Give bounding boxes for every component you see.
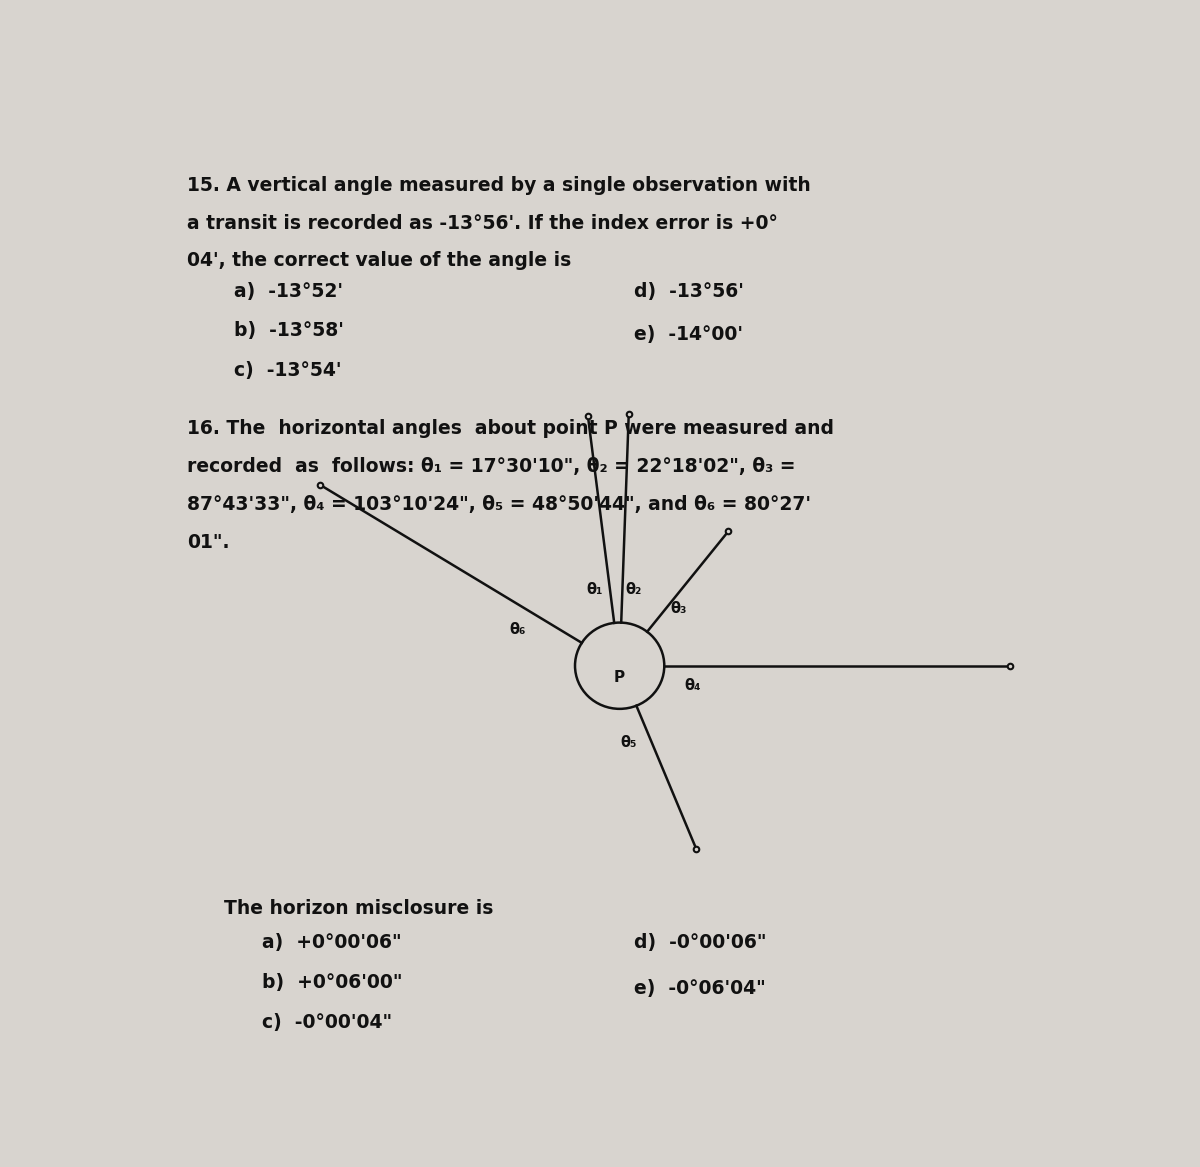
Text: The horizon misclosure is: The horizon misclosure is bbox=[224, 900, 493, 918]
Text: a)  -13°52': a) -13°52' bbox=[234, 281, 343, 301]
Text: d)  -0°00'06": d) -0°00'06" bbox=[634, 934, 766, 952]
Text: recorded  as  follows: θ₁ = 17°30'10", θ₂ = 22°18'02", θ₃ =: recorded as follows: θ₁ = 17°30'10", θ₂ … bbox=[187, 457, 796, 476]
Text: θ₄: θ₄ bbox=[684, 678, 701, 693]
Text: a transit is recorded as -13°56'. If the index error is +0°: a transit is recorded as -13°56'. If the… bbox=[187, 214, 778, 232]
Text: θ₅: θ₅ bbox=[620, 735, 636, 750]
Text: 04', the correct value of the angle is: 04', the correct value of the angle is bbox=[187, 251, 571, 271]
Text: c)  -13°54': c) -13°54' bbox=[234, 361, 341, 380]
Text: 15. A vertical angle measured by a single observation with: 15. A vertical angle measured by a singl… bbox=[187, 176, 811, 195]
Text: θ₁: θ₁ bbox=[587, 582, 602, 598]
Text: 87°43'33", θ₄ = 103°10'24", θ₅ = 48°50'44", and θ₆ = 80°27': 87°43'33", θ₄ = 103°10'24", θ₅ = 48°50'4… bbox=[187, 495, 811, 513]
Text: d)  -13°56': d) -13°56' bbox=[634, 281, 744, 301]
Text: c)  -0°00'04": c) -0°00'04" bbox=[262, 1013, 391, 1032]
Text: e)  -14°00': e) -14°00' bbox=[634, 326, 743, 344]
Text: e)  -0°06'04": e) -0°06'04" bbox=[634, 979, 766, 998]
Text: b)  +0°06'00": b) +0°06'00" bbox=[262, 973, 402, 992]
Text: a)  +0°00'06": a) +0°00'06" bbox=[262, 934, 401, 952]
Text: b)  -13°58': b) -13°58' bbox=[234, 321, 343, 341]
Text: θ₂: θ₂ bbox=[625, 582, 641, 596]
Text: θ₆: θ₆ bbox=[509, 622, 526, 637]
Text: P: P bbox=[614, 670, 625, 685]
Text: 16. The  horizontal angles  about point P were measured and: 16. The horizontal angles about point P … bbox=[187, 419, 834, 439]
Text: θ₃: θ₃ bbox=[670, 601, 686, 616]
Text: 01".: 01". bbox=[187, 532, 229, 552]
